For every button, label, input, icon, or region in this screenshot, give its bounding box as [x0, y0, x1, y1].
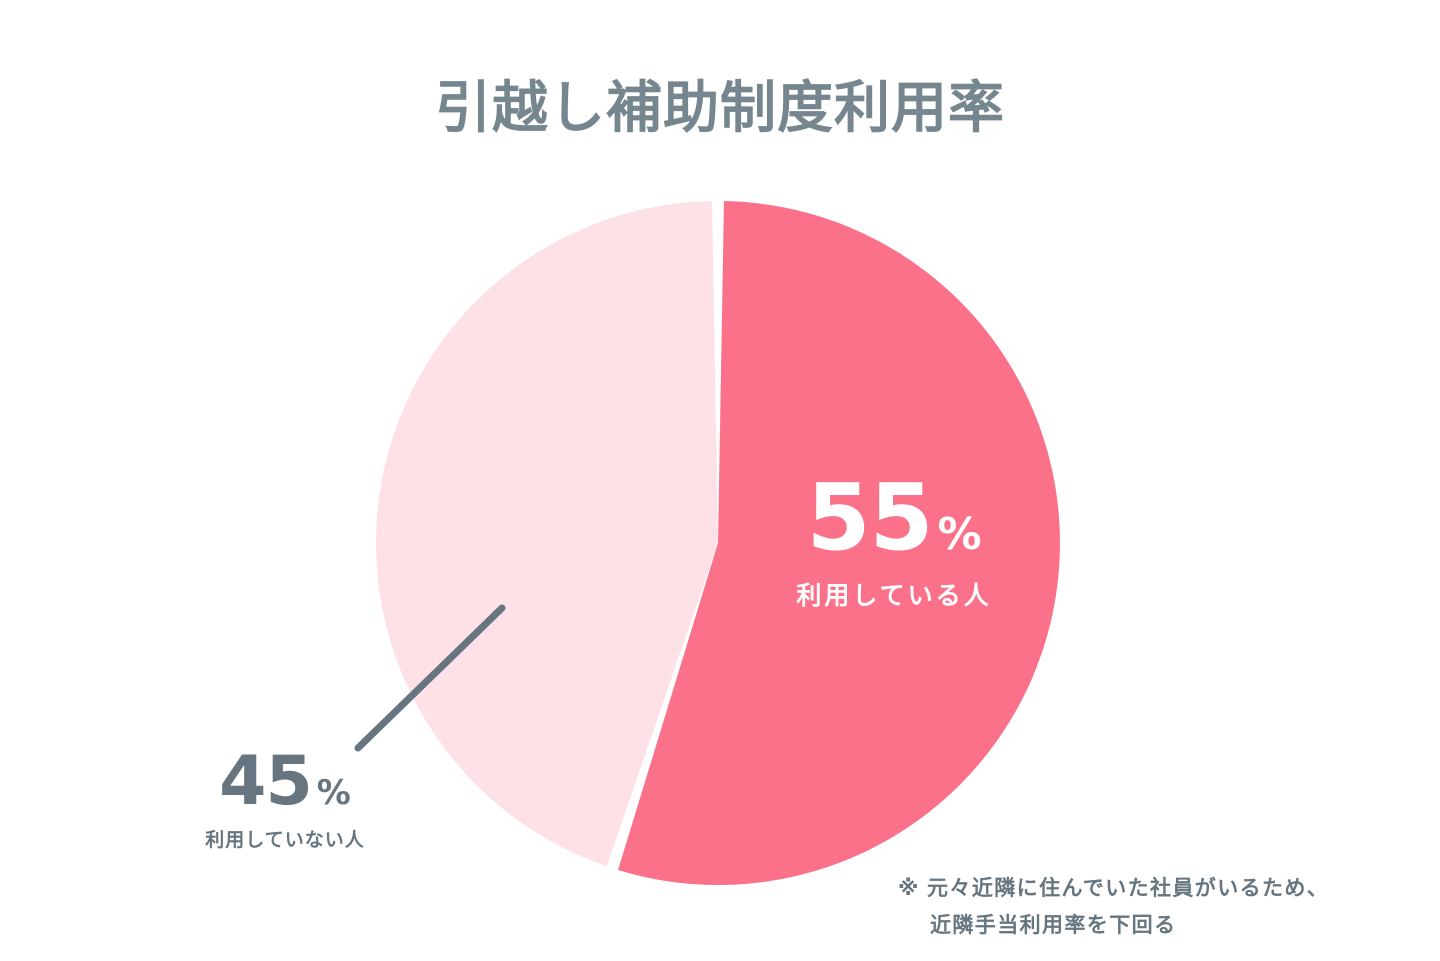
footnote-line-2: 近隣手当利用率を下回る [930, 913, 1177, 937]
pie-label-using-value-row: 55 % [744, 472, 1044, 564]
pie-label-not-using-value-row: 45 % [170, 748, 400, 816]
footnote-line-1: ※ 元々近隣に住んでいた社員がいるため、 [898, 877, 1330, 900]
percent-symbol-icon: % [937, 509, 982, 560]
pie-label-not-using-caption: 利用していない人 [205, 830, 365, 851]
leader-line [354, 604, 506, 752]
percent-symbol-icon: % [316, 773, 351, 813]
pie-label-using-value: 55 [806, 464, 933, 571]
footnote: ※ 元々近隣に住んでいた社員がいるため、 近隣手当利用率を下回る [898, 871, 1418, 945]
pie-slice-not-using[interactable] [375, 201, 718, 867]
pie-label-not-using: 45 % 利用していない人 [170, 748, 400, 852]
pie-label-not-using-value: 45 [219, 742, 313, 821]
page-title: 引越し補助制度利用率 [435, 76, 1005, 139]
pie-label-using: 55 % 利用している人 [744, 472, 1044, 612]
pie-chart-svg [375, 201, 1060, 885]
leader-line-stroke [354, 604, 506, 752]
pie-label-using-caption: 利用している人 [796, 582, 992, 610]
pie-slice-using[interactable] [618, 201, 1060, 885]
pie-chart [374, 199, 1062, 887]
